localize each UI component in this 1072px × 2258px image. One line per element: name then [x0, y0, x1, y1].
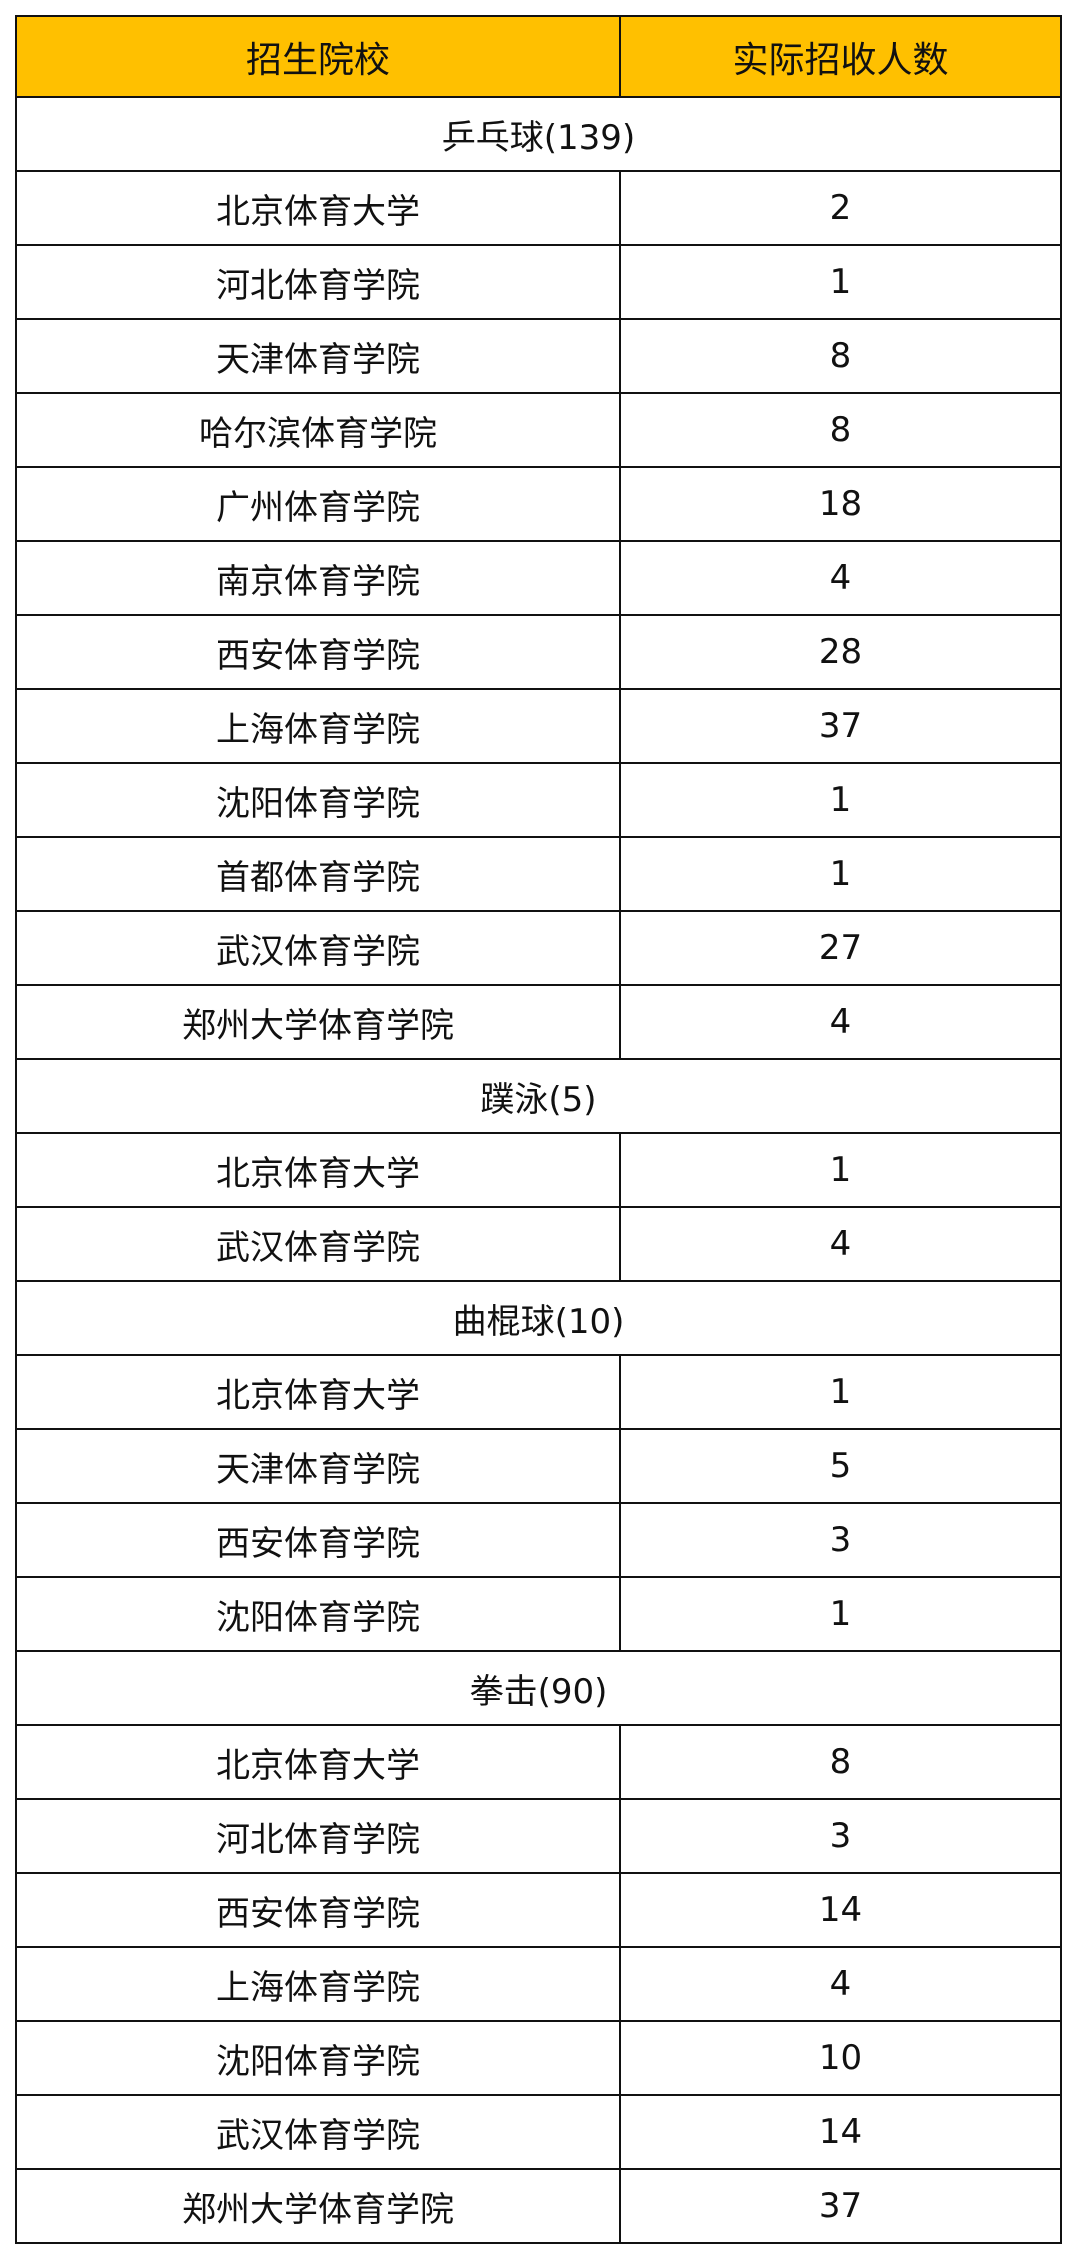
table-row: 上海体育学院 4: [15, 1946, 1062, 2022]
table-row: 河北体育学院 3: [15, 1798, 1062, 1874]
school-cell: 西安体育学院: [15, 1502, 621, 1578]
table-row: 武汉体育学院 4: [15, 1206, 1062, 1282]
count-cell: 10: [619, 2020, 1062, 2096]
section-row: 曲棍球(10): [15, 1280, 1062, 1356]
count-cell: 18: [619, 466, 1062, 542]
table-row: 天津体育学院 8: [15, 318, 1062, 394]
school-cell: 河北体育学院: [15, 1798, 621, 1874]
count-cell: 3: [619, 1798, 1062, 1874]
count-cell: 27: [619, 910, 1062, 986]
section-row: 拳击(90): [15, 1650, 1062, 1726]
school-cell: 武汉体育学院: [15, 2094, 621, 2170]
section-title: 拳击(90): [15, 1650, 1062, 1726]
school-cell: 南京体育学院: [15, 540, 621, 616]
school-cell: 沈阳体育学院: [15, 762, 621, 838]
school-cell: 天津体育学院: [15, 1428, 621, 1504]
count-cell: 1: [619, 1132, 1062, 1208]
table-row: 沈阳体育学院 10: [15, 2020, 1062, 2096]
section-title: 曲棍球(10): [15, 1280, 1062, 1356]
school-cell: 首都体育学院: [15, 836, 621, 912]
table-row: 郑州大学体育学院 37: [15, 2168, 1062, 2244]
school-cell: 河北体育学院: [15, 244, 621, 320]
table-row: 西安体育学院 3: [15, 1502, 1062, 1578]
count-cell: 1: [619, 1576, 1062, 1652]
school-cell: 沈阳体育学院: [15, 1576, 621, 1652]
school-cell: 上海体育学院: [15, 1946, 621, 2022]
count-cell: 3: [619, 1502, 1062, 1578]
count-cell: 4: [619, 984, 1062, 1060]
section-row: 蹼泳(5): [15, 1058, 1062, 1134]
count-cell: 37: [619, 688, 1062, 764]
header-school: 招生院校: [15, 15, 621, 98]
school-cell: 哈尔滨体育学院: [15, 392, 621, 468]
enrollment-table: 招生院校 实际招收人数 乒乓球(139) 北京体育大学 2 河北体育学院 1 天津体育学院…: [15, 15, 1062, 2244]
header-count: 实际招收人数: [619, 15, 1062, 98]
count-cell: 4: [619, 1206, 1062, 1282]
table-row: 北京体育大学 2: [15, 170, 1062, 246]
count-cell: 1: [619, 244, 1062, 320]
table-row: 郑州大学体育学院 4: [15, 984, 1062, 1060]
section-title: 蹼泳(5): [15, 1058, 1062, 1134]
count-cell: 1: [619, 762, 1062, 838]
table-row: 哈尔滨体育学院 8: [15, 392, 1062, 468]
count-cell: 28: [619, 614, 1062, 690]
school-cell: 西安体育学院: [15, 1872, 621, 1948]
table-row: 首都体育学院 1: [15, 836, 1062, 912]
count-cell: 14: [619, 2094, 1062, 2170]
section-row: 乒乓球(139): [15, 96, 1062, 172]
count-cell: 8: [619, 392, 1062, 468]
table-row: 沈阳体育学院 1: [15, 1576, 1062, 1652]
table-row: 西安体育学院 14: [15, 1872, 1062, 1948]
count-cell: 8: [619, 318, 1062, 394]
school-cell: 郑州大学体育学院: [15, 984, 621, 1060]
school-cell: 天津体育学院: [15, 318, 621, 394]
count-cell: 37: [619, 2168, 1062, 2244]
table-row: 北京体育大学 1: [15, 1132, 1062, 1208]
school-cell: 北京体育大学: [15, 1354, 621, 1430]
header-row: 招生院校 实际招收人数: [15, 15, 1062, 98]
table-row: 北京体育大学 8: [15, 1724, 1062, 1800]
table-row: 北京体育大学 1: [15, 1354, 1062, 1430]
table-row: 西安体育学院 28: [15, 614, 1062, 690]
count-cell: 5: [619, 1428, 1062, 1504]
school-cell: 郑州大学体育学院: [15, 2168, 621, 2244]
school-cell: 西安体育学院: [15, 614, 621, 690]
school-cell: 上海体育学院: [15, 688, 621, 764]
school-cell: 北京体育大学: [15, 170, 621, 246]
school-cell: 武汉体育学院: [15, 1206, 621, 1282]
table-row: 武汉体育学院 27: [15, 910, 1062, 986]
table-row: 沈阳体育学院 1: [15, 762, 1062, 838]
table-row: 天津体育学院 5: [15, 1428, 1062, 1504]
count-cell: 1: [619, 1354, 1062, 1430]
count-cell: 8: [619, 1724, 1062, 1800]
table-row: 南京体育学院 4: [15, 540, 1062, 616]
count-cell: 2: [619, 170, 1062, 246]
table-row: 上海体育学院 37: [15, 688, 1062, 764]
school-cell: 北京体育大学: [15, 1724, 621, 1800]
school-cell: 北京体育大学: [15, 1132, 621, 1208]
table-row: 广州体育学院 18: [15, 466, 1062, 542]
count-cell: 4: [619, 540, 1062, 616]
count-cell: 4: [619, 1946, 1062, 2022]
school-cell: 广州体育学院: [15, 466, 621, 542]
school-cell: 沈阳体育学院: [15, 2020, 621, 2096]
table-row: 武汉体育学院 14: [15, 2094, 1062, 2170]
count-cell: 14: [619, 1872, 1062, 1948]
school-cell: 武汉体育学院: [15, 910, 621, 986]
table-row: 河北体育学院 1: [15, 244, 1062, 320]
section-title: 乒乓球(139): [15, 96, 1062, 172]
count-cell: 1: [619, 836, 1062, 912]
